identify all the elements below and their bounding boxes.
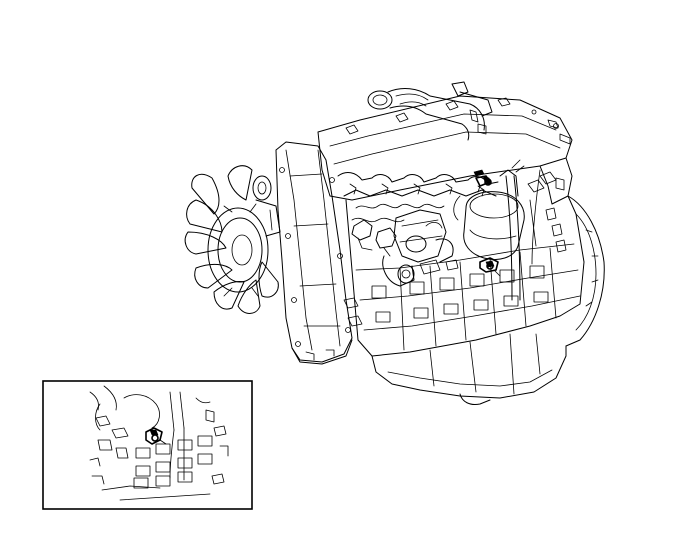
oil-filter (453, 159, 525, 260)
intake-manifold (337, 172, 499, 257)
inset-frame (42, 380, 253, 510)
cylinder-head-rear (527, 157, 573, 205)
oil-pan (371, 333, 567, 405)
intake-pipe (367, 81, 493, 141)
cooling-fan (184, 165, 281, 314)
timing-cover (275, 141, 353, 363)
cylinder-block (345, 195, 585, 357)
cylinder-head (317, 95, 573, 201)
dipstick-tube (505, 169, 541, 301)
flywheel-housing (565, 195, 605, 347)
engine-assembly (184, 81, 605, 405)
lower-brackets (291, 297, 363, 365)
injection-pump (382, 209, 459, 287)
lower-sensor (479, 257, 501, 277)
upper-sensor (473, 169, 492, 193)
inset-sensor (145, 427, 167, 445)
inset-detail (42, 380, 253, 510)
inset-engine-detail (89, 385, 229, 501)
